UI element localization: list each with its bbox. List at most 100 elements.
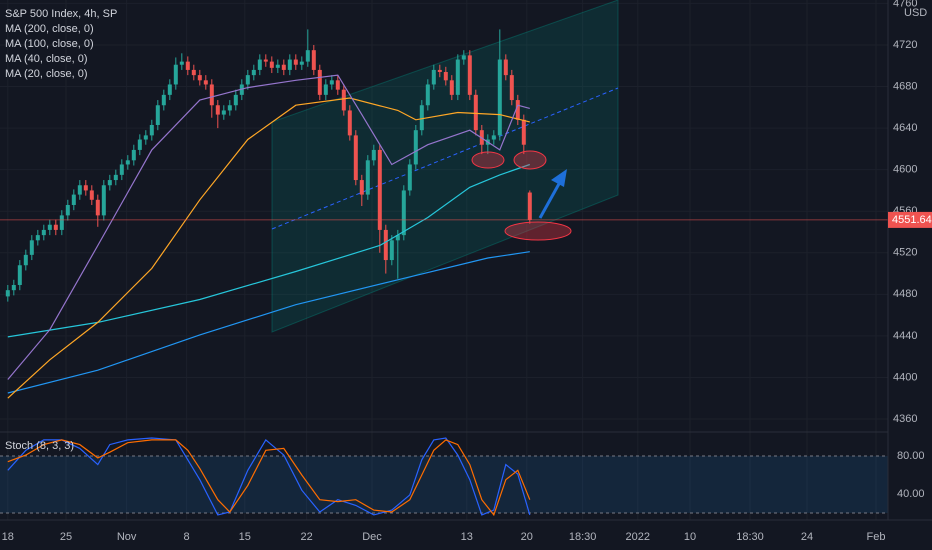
highlight-ellipse xyxy=(504,221,572,241)
candle-body xyxy=(89,190,94,200)
candle-body xyxy=(215,105,220,115)
ma-line xyxy=(7,163,530,338)
candle-body xyxy=(527,192,532,220)
candle-body xyxy=(293,59,298,65)
x-tick-label: 22 xyxy=(300,531,312,543)
candle-body xyxy=(245,75,250,85)
y-tick-label: 4520 xyxy=(893,247,917,259)
y-tick-label: 40.00 xyxy=(897,488,925,500)
x-tick-label: Feb xyxy=(867,531,886,543)
candle-body xyxy=(143,135,148,140)
grid xyxy=(0,0,888,520)
candle-body xyxy=(101,185,106,216)
candle-body xyxy=(197,75,202,81)
candle-body xyxy=(5,290,10,297)
y-tick-label: 4680 xyxy=(893,80,917,92)
channel-midline xyxy=(271,87,619,230)
candle-body xyxy=(65,204,70,216)
candle-body xyxy=(203,80,208,85)
candle-body xyxy=(353,135,358,181)
candle-body xyxy=(227,105,232,111)
candle-body xyxy=(23,254,28,266)
candle-body xyxy=(161,94,166,106)
y-tick-label: 4440 xyxy=(893,330,917,342)
candle-body xyxy=(155,105,160,125)
candle-body xyxy=(509,75,514,101)
candle-body xyxy=(107,180,112,186)
candle-body xyxy=(275,64,280,68)
candle-body xyxy=(317,69,322,95)
ma-line xyxy=(7,74,530,380)
candle-body xyxy=(455,59,460,95)
x-tick-label: 18:30 xyxy=(569,531,597,543)
candle-body xyxy=(257,59,262,70)
y-tick-label: 4400 xyxy=(893,371,917,383)
candle-body xyxy=(425,84,430,106)
candle-body xyxy=(41,229,46,236)
candle-body xyxy=(179,61,184,65)
last-price-box xyxy=(888,211,932,228)
candle-body xyxy=(47,224,52,230)
candle-body xyxy=(263,59,268,62)
candle-body xyxy=(407,164,412,191)
candle-body xyxy=(323,84,328,95)
x-tick-label: 10 xyxy=(684,531,696,543)
y-tick-label: 4720 xyxy=(893,39,917,51)
legend-entry: MA (40, close, 0) xyxy=(5,53,88,65)
candle-body xyxy=(515,100,520,120)
stoch-band xyxy=(0,455,888,514)
candle-body xyxy=(359,180,364,195)
candle-body xyxy=(251,69,256,76)
candle-body xyxy=(335,80,340,90)
candle-body xyxy=(341,89,346,111)
candle-body xyxy=(149,124,154,136)
candle-body xyxy=(191,69,196,76)
candle-body xyxy=(347,110,352,136)
x-tick-label: 15 xyxy=(239,531,251,543)
candle-body xyxy=(29,240,34,255)
candle-body xyxy=(233,94,238,106)
candle-body xyxy=(95,199,100,216)
x-tick-label: 24 xyxy=(801,531,813,543)
candle-body xyxy=(437,69,442,72)
candle-body xyxy=(329,80,334,85)
candle-body xyxy=(185,61,190,70)
candle-body xyxy=(365,160,370,195)
candle-body xyxy=(113,174,118,181)
candle-body xyxy=(461,55,466,60)
candle-body xyxy=(305,50,310,62)
candle-body xyxy=(491,135,496,140)
candle-body xyxy=(473,94,478,131)
ma-line xyxy=(7,251,530,394)
candle-body xyxy=(119,164,124,175)
candle-body xyxy=(521,119,526,145)
legend-entry: MA (20, close, 0) xyxy=(5,68,88,80)
candle-body xyxy=(77,185,82,195)
candle-body xyxy=(173,64,178,85)
currency-label: USD xyxy=(904,7,927,19)
y-tick-label: 4360 xyxy=(893,413,917,425)
candle-body xyxy=(287,59,292,70)
highlight-ellipse xyxy=(471,151,505,169)
candle-body xyxy=(449,80,454,95)
y-tick-label: 4760 xyxy=(893,0,917,9)
x-tick-label: 2022 xyxy=(626,531,650,543)
candle-body xyxy=(497,59,502,136)
candle-body xyxy=(503,59,508,76)
candle-body xyxy=(467,55,472,95)
candle-body xyxy=(131,149,136,161)
candle-body xyxy=(35,235,40,241)
x-tick-label: 25 xyxy=(60,531,72,543)
candle-body xyxy=(371,149,376,161)
legend-entry: MA (100, close, 0) xyxy=(5,38,94,50)
x-tick-label: 20 xyxy=(521,531,533,543)
candle-body xyxy=(125,160,130,165)
x-tick-label: 8 xyxy=(184,531,190,543)
candle-body xyxy=(269,61,274,68)
candle-body xyxy=(401,190,406,236)
candle-body xyxy=(83,185,88,191)
y-tick-label: 4640 xyxy=(893,122,917,134)
candle-body xyxy=(395,235,400,241)
legend-entry: MA (200, close, 0) xyxy=(5,23,94,35)
